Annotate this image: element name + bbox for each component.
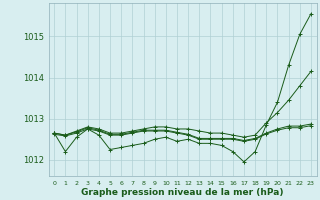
X-axis label: Graphe pression niveau de la mer (hPa): Graphe pression niveau de la mer (hPa) bbox=[81, 188, 284, 197]
